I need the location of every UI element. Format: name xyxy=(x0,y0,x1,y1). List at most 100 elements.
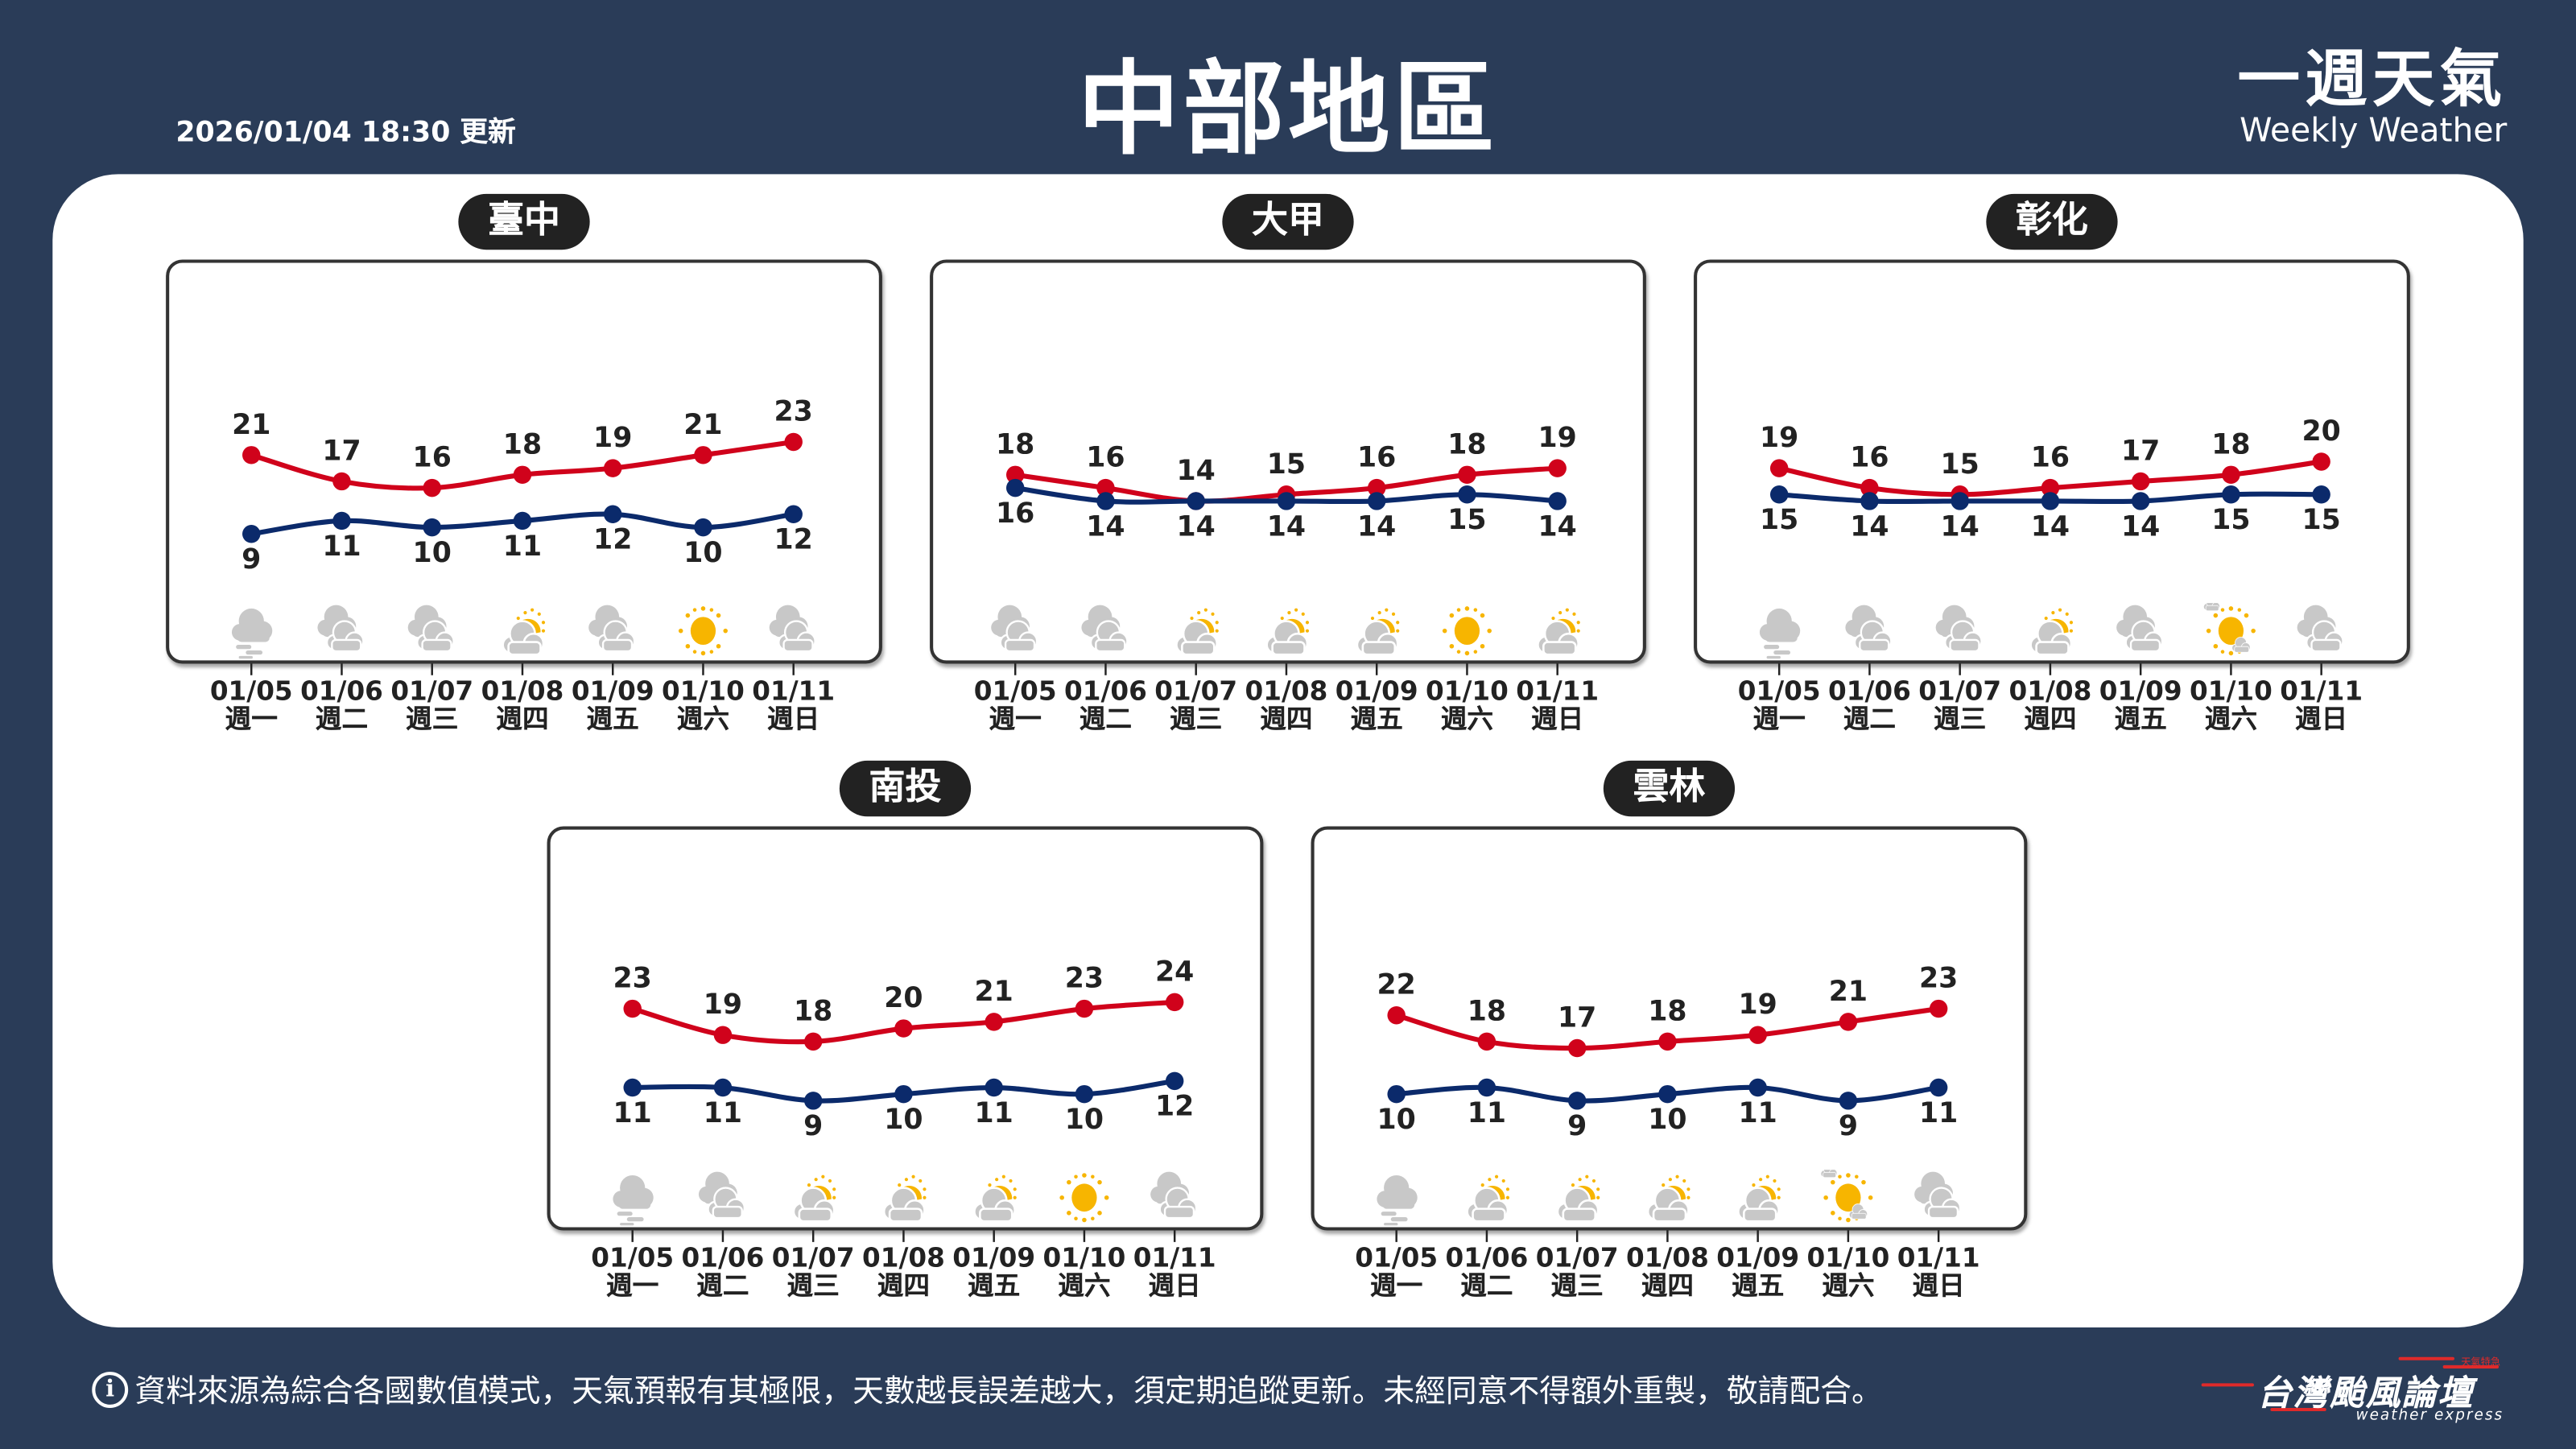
weekday-label: 週五 xyxy=(586,703,639,735)
low-temp-point xyxy=(1387,1084,1406,1104)
high-temp-label: 23 xyxy=(1064,962,1104,996)
date-label: 01/09 xyxy=(571,675,654,707)
weekday-label: 週五 xyxy=(2114,703,2167,735)
high-temp-label: 20 xyxy=(2301,415,2341,449)
date-label: 01/05 xyxy=(209,675,293,707)
high-temp-point xyxy=(1075,999,1094,1018)
region-panel-1: 大甲 18 16 14 15 16 18 19 16 14 14 14 14 15 14 01/05 週一 01/… xyxy=(930,193,1646,752)
cloudy-icon xyxy=(1150,1172,1196,1218)
cloudy-icon xyxy=(1081,605,1127,651)
high-temp-point xyxy=(1387,1005,1406,1025)
cloudy-icon xyxy=(2116,605,2162,651)
high-temp-label: 16 xyxy=(1357,441,1397,475)
weekday-label: 週六 xyxy=(1440,703,1494,735)
low-temp-point xyxy=(784,505,803,523)
partly-cloudy-icon xyxy=(974,1175,1016,1222)
low-temp-label: 14 xyxy=(1357,510,1397,544)
weekday-label: 週六 xyxy=(676,703,730,735)
chart-box xyxy=(930,259,1646,664)
low-temp-point xyxy=(1367,492,1386,510)
low-temp-point xyxy=(1567,1092,1587,1110)
low-temp-label: 14 xyxy=(1940,510,1979,544)
date-label: 01/06 xyxy=(300,675,383,707)
high-temp-label: 22 xyxy=(1377,969,1416,1002)
weekday-label: 週四 xyxy=(2024,703,2077,735)
cloudy-icon xyxy=(770,605,815,651)
high-temp-label: 19 xyxy=(1738,989,1777,1022)
low-temp-point xyxy=(423,518,441,537)
low-temp-label: 14 xyxy=(1176,510,1216,544)
low-temp-label: 14 xyxy=(1850,510,1889,544)
low-temp-label: 11 xyxy=(613,1097,652,1131)
low-temp-point xyxy=(1277,492,1296,510)
date-label: 01/11 xyxy=(752,675,836,707)
low-temp-label: 11 xyxy=(322,530,361,564)
weekday-label: 週日 xyxy=(1530,703,1584,735)
date-label: 01/06 xyxy=(1828,675,1911,707)
low-temp-point xyxy=(713,1078,733,1097)
low-temp-label: 12 xyxy=(774,524,813,557)
low-temp-label: 15 xyxy=(1760,504,1799,538)
sunny-icon xyxy=(1442,606,1492,656)
weekday-label: 週一 xyxy=(1752,703,1806,735)
low-temp-point xyxy=(2222,485,2240,504)
weekday-label: 週三 xyxy=(406,703,459,735)
date-label: 01/07 xyxy=(771,1241,855,1274)
low-temp-point xyxy=(803,1092,823,1110)
high-temp-point xyxy=(2041,478,2060,497)
low-temp-point xyxy=(623,1078,642,1097)
weekday-label: 週五 xyxy=(1350,703,1403,735)
low-temp-point xyxy=(1187,492,1205,510)
high-temp-point xyxy=(2312,452,2330,471)
high-temp-point xyxy=(894,1019,913,1038)
partly-cloudy-icon xyxy=(884,1175,926,1222)
low-temp-point xyxy=(894,1084,913,1104)
weekday-label: 週三 xyxy=(786,1269,840,1302)
mostly-sunny-icon xyxy=(2203,597,2256,655)
high-temp-point xyxy=(1548,459,1567,477)
partly-cloudy-icon xyxy=(794,1175,836,1222)
weekday-label: 週三 xyxy=(1170,703,1223,735)
weekday-label: 週六 xyxy=(1822,1269,1875,1302)
date-label: 01/09 xyxy=(1716,1241,1800,1274)
low-temp-label: 11 xyxy=(1738,1097,1777,1131)
region-name: 大甲 xyxy=(1222,193,1354,250)
high-temp-point xyxy=(985,1013,1003,1031)
high-temp-label: 18 xyxy=(794,995,833,1029)
high-temp-label: 19 xyxy=(1760,422,1799,456)
low-temp-label: 10 xyxy=(1064,1104,1104,1137)
high-temp-label: 17 xyxy=(322,435,361,469)
weekday-label: 週三 xyxy=(1550,1269,1604,1302)
date-label: 01/10 xyxy=(1426,675,1509,707)
low-temp-point xyxy=(1548,492,1567,510)
weekday-label: 週四 xyxy=(1641,1269,1695,1302)
date-label: 01/07 xyxy=(1154,675,1238,707)
date-label: 01/06 xyxy=(681,1241,765,1274)
date-label: 01/05 xyxy=(591,1241,675,1274)
date-label: 01/05 xyxy=(1355,1241,1439,1274)
high-temp-point xyxy=(1860,478,1879,497)
logo-zh: 台灣颱風論壇 xyxy=(2257,1373,2475,1414)
partly-cloudy-icon xyxy=(1267,609,1309,655)
sunny-icon xyxy=(678,606,728,656)
low-temp-point xyxy=(2131,492,2150,510)
high-temp-point xyxy=(1096,478,1115,497)
weekday-label: 週日 xyxy=(1148,1269,1201,1302)
date-label: 01/10 xyxy=(662,675,745,707)
high-temp-point xyxy=(694,446,712,464)
sunny-icon xyxy=(1059,1173,1109,1223)
low-temp-label: 12 xyxy=(1155,1091,1195,1124)
fog-icon xyxy=(1760,609,1800,658)
weekday-label: 週一 xyxy=(1369,1269,1423,1302)
low-temp-point xyxy=(1075,1084,1094,1104)
high-temp-point xyxy=(332,472,351,491)
cloudy-icon xyxy=(1845,605,1891,651)
high-temp-label: 21 xyxy=(232,409,271,442)
cloudy-icon xyxy=(588,605,634,651)
low-temp-label: 14 xyxy=(1086,510,1125,544)
low-temp-label: 11 xyxy=(1467,1097,1507,1131)
high-temp-point xyxy=(1658,1032,1677,1051)
date-label: 01/10 xyxy=(2190,675,2273,707)
high-temp-label: 24 xyxy=(1155,956,1195,989)
